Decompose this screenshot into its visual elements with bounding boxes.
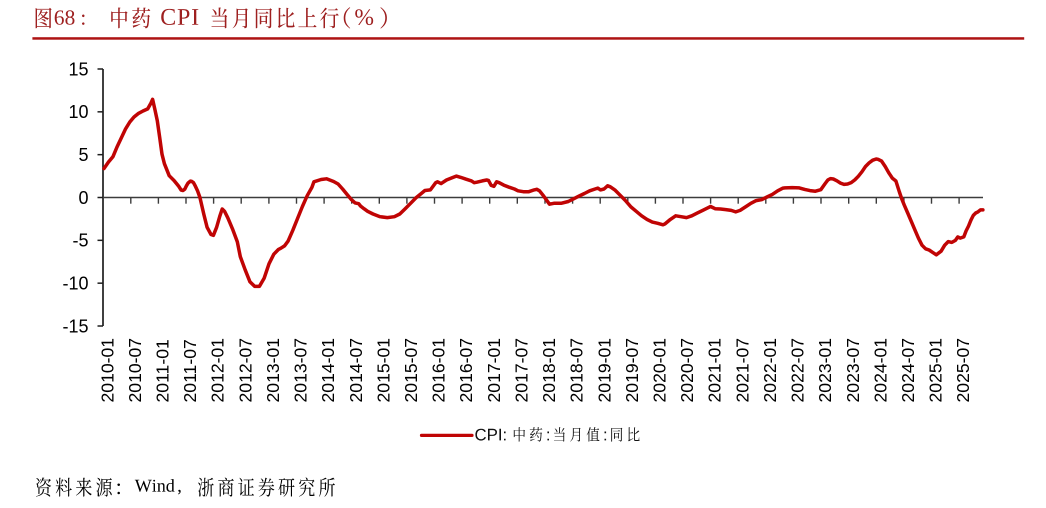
svg-text:0: 0 [78, 188, 88, 208]
svg-text:-10: -10 [62, 274, 88, 294]
svg-text:15: 15 [68, 59, 88, 79]
svg-text:2011-01: 2011-01 [153, 339, 173, 402]
svg-text:2018-01: 2018-01 [539, 338, 559, 403]
svg-text:2017-07: 2017-07 [511, 338, 531, 403]
svg-text:2020-01: 2020-01 [650, 338, 670, 403]
svg-text:2015-07: 2015-07 [401, 338, 421, 403]
svg-text:10: 10 [68, 102, 88, 122]
svg-text:2018-07: 2018-07 [567, 338, 587, 403]
svg-text:2015-01: 2015-01 [373, 338, 393, 403]
svg-text:2012-01: 2012-01 [208, 338, 228, 403]
svg-text:2024-07: 2024-07 [898, 338, 918, 403]
svg-text:2022-07: 2022-07 [788, 338, 808, 403]
svg-text:2012-07: 2012-07 [235, 338, 255, 403]
svg-text:5: 5 [78, 145, 88, 165]
svg-text:2017-01: 2017-01 [484, 338, 504, 403]
svg-text:2013-07: 2013-07 [291, 338, 311, 403]
svg-text:-15: -15 [62, 316, 88, 336]
svg-text:2014-01: 2014-01 [318, 338, 338, 403]
svg-text:2022-01: 2022-01 [760, 338, 780, 403]
svg-text:2016-07: 2016-07 [456, 338, 476, 403]
svg-text:2023-07: 2023-07 [843, 338, 863, 403]
svg-text:2016-01: 2016-01 [429, 338, 449, 403]
svg-text:2023-01: 2023-01 [815, 338, 835, 403]
svg-text:2025-01: 2025-01 [926, 338, 946, 403]
svg-text:2010-07: 2010-07 [125, 338, 145, 403]
svg-text:2014-07: 2014-07 [346, 338, 366, 403]
svg-text:-5: -5 [72, 231, 88, 251]
svg-text:2020-07: 2020-07 [677, 338, 697, 403]
svg-text:2019-07: 2019-07 [622, 338, 642, 403]
svg-text:2024-01: 2024-01 [870, 338, 890, 403]
svg-text:2013-01: 2013-01 [263, 338, 283, 403]
svg-text:2010-01: 2010-01 [97, 338, 117, 403]
svg-text:2011-07: 2011-07 [180, 339, 200, 402]
svg-text:2021-07: 2021-07 [732, 338, 752, 403]
svg-text:2019-01: 2019-01 [594, 338, 614, 403]
svg-text:2021-01: 2021-01 [705, 338, 725, 403]
svg-text:2025-07: 2025-07 [953, 338, 973, 403]
